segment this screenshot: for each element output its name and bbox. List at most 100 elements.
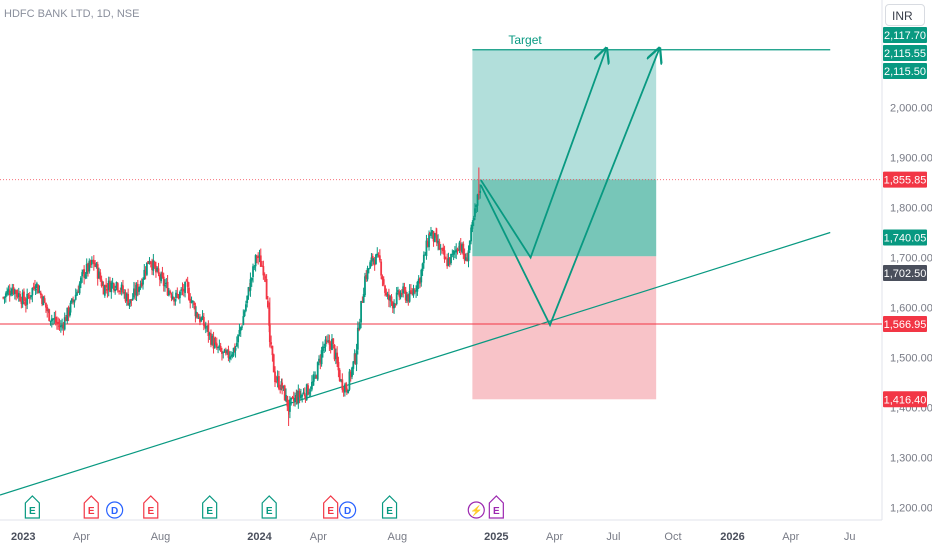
candle xyxy=(125,292,128,306)
candle-body xyxy=(215,343,218,348)
candle-body xyxy=(347,389,350,394)
candle-body xyxy=(24,304,27,306)
price-label: 1,855.85 xyxy=(883,171,927,188)
candle xyxy=(407,293,410,306)
candle xyxy=(42,295,45,306)
candle xyxy=(15,289,18,301)
candle-body xyxy=(242,316,245,326)
candle-body xyxy=(428,233,431,236)
price-label-bg xyxy=(883,391,927,408)
candle-body xyxy=(283,385,286,401)
candle xyxy=(286,395,289,412)
candle-body xyxy=(96,264,99,279)
candle-body xyxy=(119,290,122,292)
candle-body xyxy=(213,342,216,348)
candle xyxy=(151,258,153,275)
candle-body xyxy=(144,271,147,274)
candle xyxy=(200,316,203,323)
candle-body xyxy=(451,253,454,255)
candle-body xyxy=(398,291,401,297)
candle-body xyxy=(201,315,204,320)
candle xyxy=(323,343,326,354)
candle-body xyxy=(11,288,14,295)
x-tick-label: Aug xyxy=(388,531,408,543)
candle xyxy=(442,243,445,255)
candle xyxy=(437,234,439,251)
candle-body xyxy=(413,290,416,293)
candle-body xyxy=(140,282,143,286)
candle xyxy=(452,249,455,261)
candle-body xyxy=(175,292,177,298)
candle xyxy=(389,295,392,308)
trend-line xyxy=(0,231,831,496)
candle-body xyxy=(433,233,436,242)
candle xyxy=(324,336,327,352)
candle-body xyxy=(322,346,324,352)
candle xyxy=(89,259,92,268)
candle-body xyxy=(380,261,383,276)
candle-body xyxy=(309,390,312,392)
candle-body xyxy=(53,318,56,320)
candle-body xyxy=(54,316,57,323)
candle xyxy=(142,277,144,290)
candle xyxy=(106,283,109,298)
candle xyxy=(298,388,301,404)
candle-body xyxy=(298,390,301,398)
candle-body xyxy=(202,317,205,326)
event-letter: ⚡ xyxy=(470,504,482,517)
candle-body xyxy=(199,316,201,323)
candle-body xyxy=(291,396,294,398)
candle-body xyxy=(153,261,156,267)
candle-body xyxy=(114,289,117,292)
candle xyxy=(476,193,479,212)
candle-body xyxy=(222,351,225,353)
candle xyxy=(10,287,12,297)
candle xyxy=(419,277,421,289)
candle-body xyxy=(88,260,91,272)
candle-body xyxy=(115,282,118,288)
candle xyxy=(390,294,393,306)
stop-zone xyxy=(472,256,657,400)
candle xyxy=(100,275,103,288)
candle xyxy=(322,341,324,358)
candle-body xyxy=(17,293,20,298)
candle xyxy=(37,284,40,294)
candle xyxy=(120,282,123,296)
candle xyxy=(196,312,199,319)
event-letter: E xyxy=(493,506,500,517)
candle-body xyxy=(35,283,38,289)
candle xyxy=(193,300,196,310)
candle-body xyxy=(161,272,164,278)
candle-body xyxy=(334,352,337,359)
candle-body xyxy=(112,283,115,291)
candle xyxy=(147,260,150,265)
candle xyxy=(329,341,332,354)
candle-body xyxy=(219,346,222,351)
candle-body xyxy=(415,290,417,292)
candle-body xyxy=(348,371,351,390)
candle-body xyxy=(74,294,77,300)
candle-body xyxy=(174,299,177,302)
candle-body xyxy=(254,255,257,267)
candle-body xyxy=(157,268,160,274)
candle xyxy=(116,282,119,293)
candle xyxy=(72,296,75,305)
candle-body xyxy=(332,338,335,345)
candle xyxy=(305,383,308,401)
candle xyxy=(191,299,194,308)
candle-body xyxy=(261,265,263,267)
candle xyxy=(241,325,243,330)
candle xyxy=(261,260,263,267)
currency-button[interactable]: INR xyxy=(885,4,925,26)
candle-body xyxy=(130,299,133,301)
candle xyxy=(38,285,41,294)
candle xyxy=(23,288,25,305)
candle xyxy=(275,375,278,384)
candle-body xyxy=(316,362,319,380)
candle xyxy=(461,242,463,254)
candle xyxy=(474,203,476,221)
candle xyxy=(224,347,227,356)
candle-body xyxy=(26,293,29,305)
candle xyxy=(314,371,317,380)
